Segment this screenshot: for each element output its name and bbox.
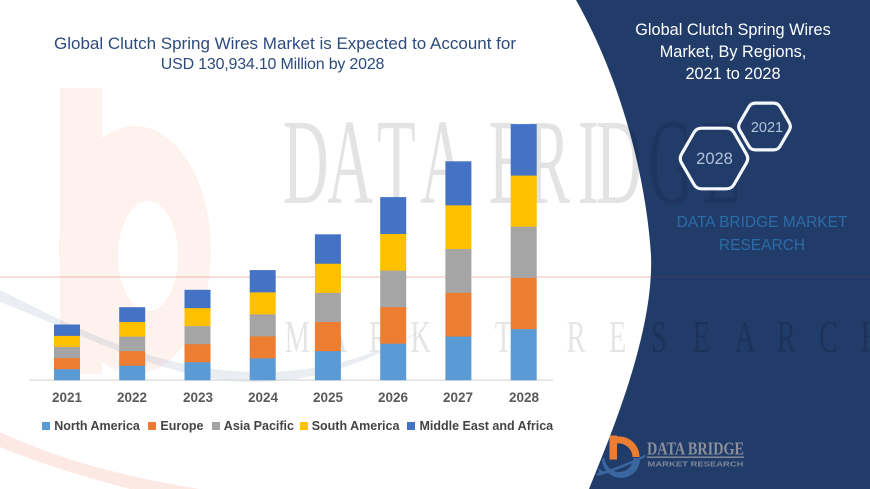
svg-text:DATA BRIDGE: DATA BRIDGE: [647, 439, 744, 459]
svg-text:2028: 2028: [696, 150, 733, 168]
svg-text:MARKET RESEARCH: MARKET RESEARCH: [648, 462, 744, 469]
svg-text:2021: 2021: [751, 120, 783, 136]
